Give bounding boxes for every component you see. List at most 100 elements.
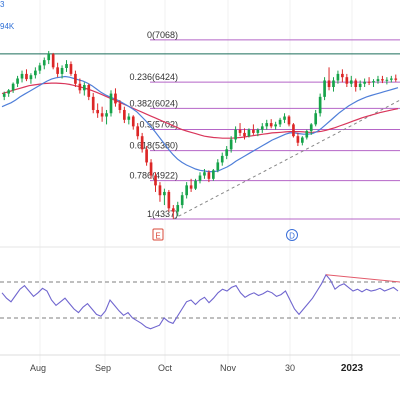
candle-body-48 [216,162,220,171]
candle-25 [114,88,117,107]
candle-13 [60,65,64,79]
candle-3 [16,75,19,88]
candle-7 [34,67,37,79]
candle-37 [167,189,171,212]
candle-body-68 [305,130,309,138]
candle-body-66 [296,136,300,143]
candle-body-6 [29,75,33,80]
candle-58 [260,123,264,133]
candle-47 [212,168,215,181]
candle-53 [238,123,242,137]
candle-59 [265,119,269,130]
candle-body-41 [185,185,188,196]
x-axis-layer: Aug Sep Oct Nov 30 2023 [0,354,400,374]
candle-69 [309,123,313,135]
x-tick-label-4: 30 [285,363,295,373]
candle-body-53 [238,129,242,133]
candle-body-27 [123,109,126,120]
candle-body-63 [283,116,286,120]
candle-body-23 [105,113,108,117]
header-line-2: 94K [0,22,15,31]
oscillator-line [1,273,399,330]
candle-body-1 [7,90,11,94]
candle-body-83 [372,81,375,83]
candle-body-37 [167,191,171,209]
candle-body-10 [47,54,51,61]
candle-body-47 [212,170,215,179]
candle-1 [7,88,11,97]
candle-49 [220,152,224,166]
candle-body-52 [234,129,237,140]
x-tick-label-3: Nov [220,363,237,373]
candle-43 [194,178,197,190]
candle-body-12 [56,67,59,74]
candle-79 [354,78,358,92]
candle-4 [20,70,24,83]
candle-body-26 [118,103,122,110]
candle-body-22 [100,113,104,117]
candle-body-43 [194,180,197,189]
candle-body-88 [394,78,398,80]
candle-63 [283,113,286,124]
candle-85 [381,75,384,84]
candle-body-69 [309,124,313,131]
dashed-trendline [173,99,400,220]
candle-70 [314,109,318,127]
earnings-marker-box [152,228,164,241]
candle-27 [123,106,126,124]
candle-body-42 [189,185,193,189]
candle-body-15 [69,64,73,74]
candle-body-84 [376,79,380,82]
candle-52 [234,126,237,143]
candle-body-87 [389,78,393,80]
fib-label-0.382: 0.382(6024) [129,98,178,108]
candle-body-36 [163,191,166,196]
candle-body-17 [78,83,82,91]
candle-34 [154,172,157,192]
candle-50 [225,146,229,160]
candle-body-16 [74,73,77,84]
candle-body-49 [220,155,224,163]
candle-46 [207,170,211,183]
candle-body-39 [176,205,180,212]
fib-label-1: 1(4337) [147,209,178,219]
candle-65 [292,123,295,138]
candle-55 [247,128,251,138]
event-marker-label-1: D [289,232,295,241]
candle-body-62 [278,119,282,125]
candle-body-32 [145,149,148,163]
candle-body-56 [252,129,255,133]
x-tick-label-2: Oct [158,363,173,373]
candle-body-80 [358,83,362,88]
candle-body-18 [82,85,86,91]
candle-60 [269,119,273,129]
candle-21 [96,103,99,118]
candle-body-34 [154,175,157,186]
candle-body-28 [127,116,131,120]
ma-long-line [1,82,399,139]
candle-body-40 [180,195,184,206]
candle-41 [185,182,188,199]
candle-42 [189,178,193,192]
candle-83 [372,79,375,88]
candle-80 [358,80,362,91]
candle-body-35 [158,185,162,196]
candle-body-25 [114,93,117,104]
candle-82 [367,77,371,86]
candle-84 [376,75,380,84]
candle-body-71 [318,96,322,114]
candle-body-55 [247,129,251,137]
candle-body-4 [20,73,24,79]
candle-body-64 [287,116,291,125]
oscillator-divergence-line [325,274,400,283]
candle-body-51 [229,139,233,150]
candle-body-11 [51,54,55,68]
candle-56 [252,124,255,135]
candle-body-19 [87,85,91,97]
candle-40 [180,191,184,209]
candle-29 [131,115,135,130]
event-marker-label-0: E [155,232,160,241]
candle-81 [363,78,366,88]
candle-body-65 [292,124,295,137]
